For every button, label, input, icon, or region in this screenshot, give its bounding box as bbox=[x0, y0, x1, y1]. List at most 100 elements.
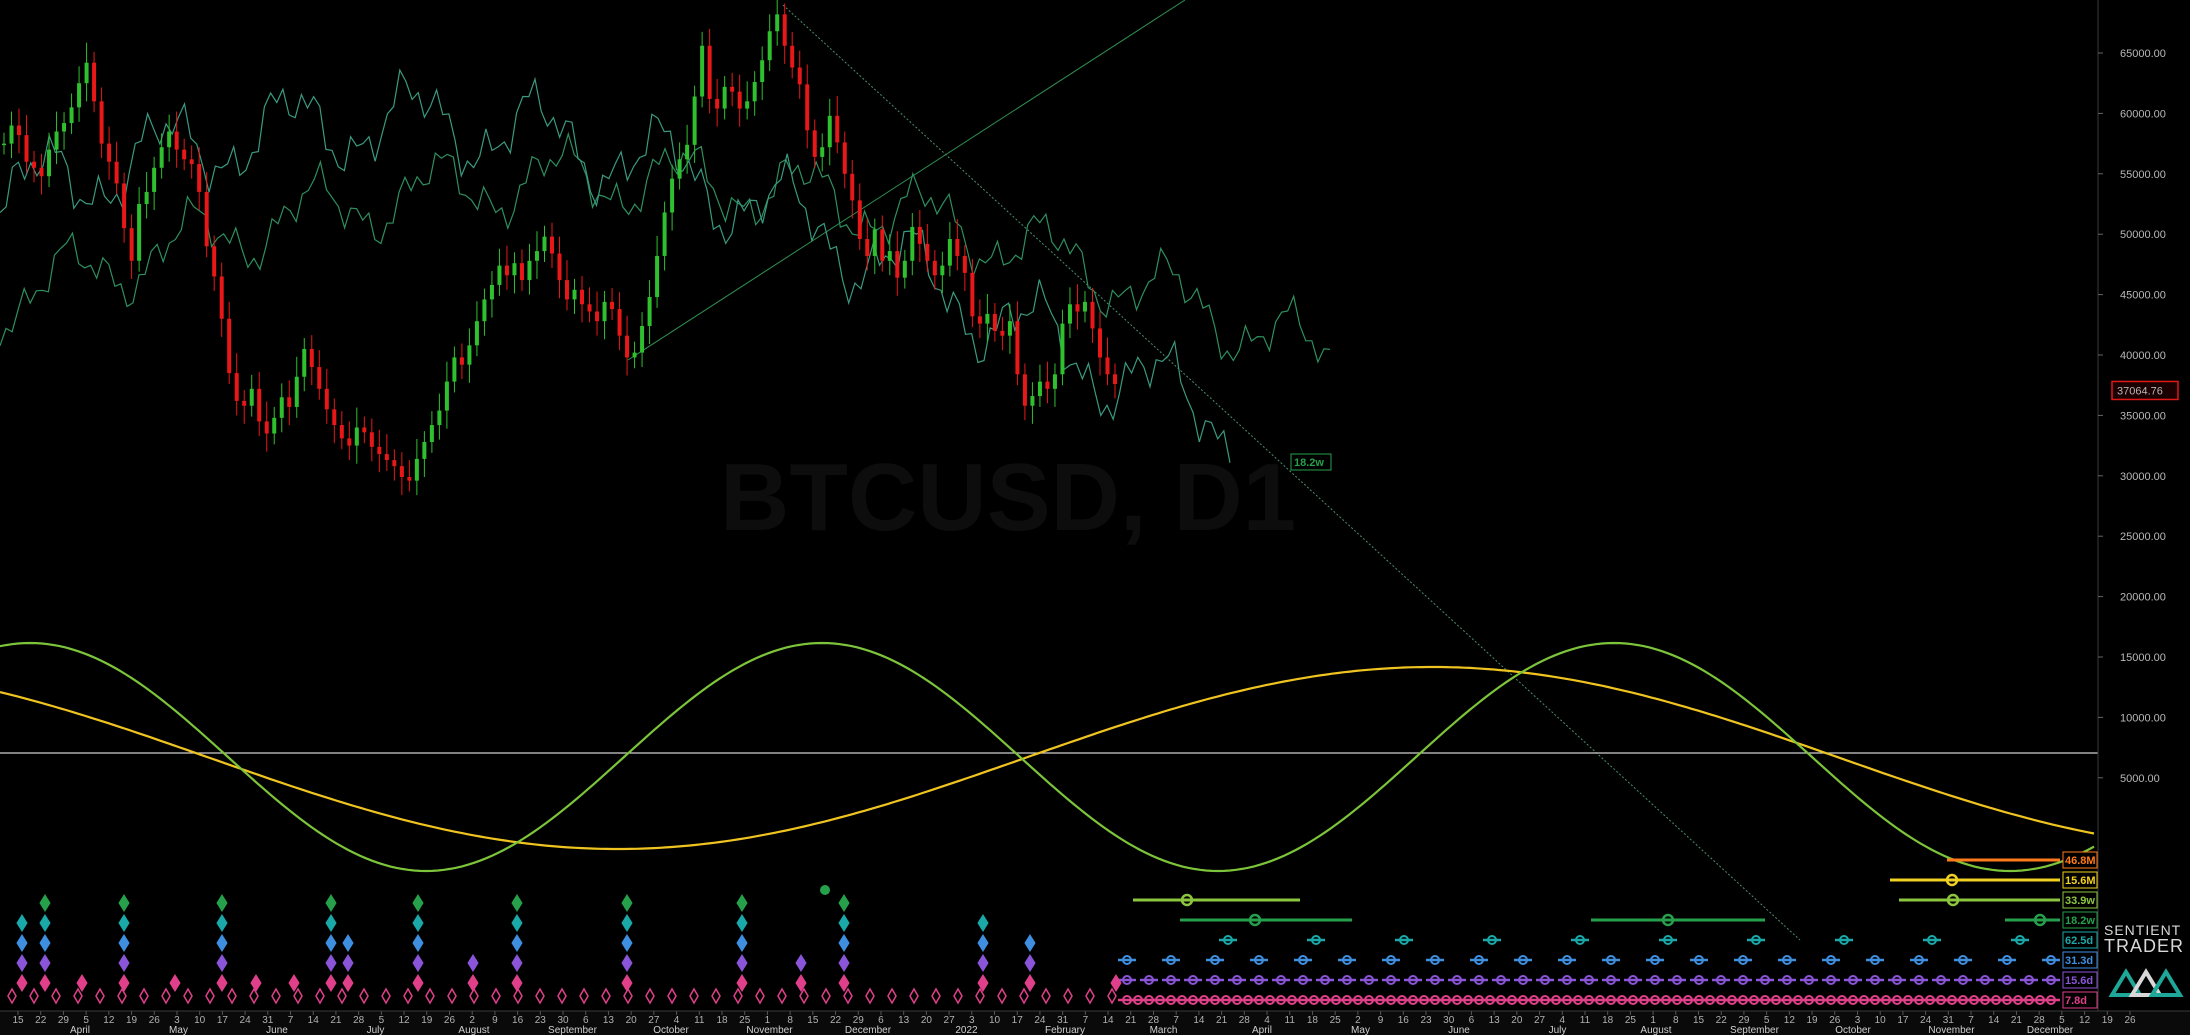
projection-dot bbox=[1694, 975, 1704, 985]
history-diamond-stack bbox=[412, 974, 424, 992]
date-tick-label: 16 bbox=[512, 1015, 524, 1026]
candle-body bbox=[107, 143, 112, 162]
candle-body bbox=[887, 251, 892, 261]
date-tick-label: 13 bbox=[898, 1015, 910, 1026]
candle-body bbox=[339, 425, 344, 439]
history-diamond bbox=[821, 987, 831, 1005]
candle-body bbox=[129, 228, 134, 261]
history-diamond bbox=[733, 987, 743, 1005]
date-tick-label: 11 bbox=[1580, 1015, 1591, 1026]
candle-body bbox=[940, 265, 945, 276]
candle-body bbox=[32, 161, 37, 168]
candle-body bbox=[610, 301, 615, 310]
candle-body bbox=[257, 388, 262, 422]
date-tick-label: 13 bbox=[1489, 1015, 1501, 1026]
candle-body bbox=[77, 83, 82, 108]
candle-body bbox=[62, 123, 67, 132]
history-diamond bbox=[7, 987, 17, 1005]
projection-dot bbox=[1210, 955, 1220, 965]
projection-dot bbox=[1298, 955, 1308, 965]
history-diamond-stack bbox=[118, 914, 130, 932]
projection-dot bbox=[1760, 975, 1770, 985]
candle-body bbox=[670, 178, 675, 213]
date-tick-label: 11 bbox=[694, 1015, 705, 1026]
projection-marker bbox=[1248, 913, 1262, 927]
projection-dot bbox=[1298, 975, 1308, 985]
projection-marker bbox=[1945, 873, 1959, 887]
candle-body bbox=[1060, 323, 1065, 375]
history-diamond-stack bbox=[838, 954, 850, 972]
history-diamond bbox=[579, 987, 589, 1005]
candle-body bbox=[632, 352, 637, 358]
history-diamond bbox=[1019, 987, 1029, 1005]
candle-body bbox=[775, 14, 780, 32]
candle-body bbox=[917, 226, 922, 244]
projection-dot bbox=[1927, 935, 1937, 945]
history-diamond-stack bbox=[216, 974, 228, 992]
projection-dot bbox=[1606, 975, 1616, 985]
candle-body bbox=[287, 397, 292, 407]
history-diamond bbox=[953, 987, 963, 1005]
history-diamond-stack bbox=[511, 934, 523, 952]
candle-body bbox=[444, 381, 449, 411]
history-diamond-stack bbox=[977, 934, 989, 952]
history-diamond-stack bbox=[1024, 934, 1036, 952]
projection-dot bbox=[1694, 955, 1704, 965]
candle-body bbox=[857, 200, 862, 240]
projection-dot bbox=[1826, 955, 1836, 965]
candle-body bbox=[272, 417, 277, 434]
price-tick-label: 65000.00 bbox=[2120, 48, 2166, 60]
projection-dot bbox=[1782, 975, 1792, 985]
month-label: November bbox=[1928, 1025, 1975, 1035]
candle-body bbox=[279, 397, 284, 418]
month-label: October bbox=[653, 1025, 689, 1035]
candle-body bbox=[414, 458, 419, 481]
cycle-badge-label: 31.3d bbox=[2065, 955, 2093, 967]
cycle-badge-box bbox=[2062, 991, 2098, 1009]
history-diamond-stack bbox=[621, 894, 633, 912]
cycle-wave-33.9w bbox=[0, 641, 2095, 873]
candle-body bbox=[504, 265, 509, 276]
history-diamond bbox=[1085, 987, 1095, 1005]
projection-dot bbox=[1166, 955, 1176, 965]
cycle-badge-box bbox=[2062, 851, 2098, 869]
date-tick-label: 27 bbox=[1534, 1015, 1546, 1026]
projection-dot bbox=[1870, 975, 1880, 985]
candle-body bbox=[692, 96, 697, 145]
date-tick-label: 5 bbox=[2059, 1015, 2065, 1026]
date-tick-label: 13 bbox=[603, 1015, 615, 1026]
history-diamond bbox=[447, 987, 457, 1005]
history-diamond-stack bbox=[39, 954, 51, 972]
projection-dot bbox=[1650, 975, 1660, 985]
date-tick-label: 26 bbox=[444, 1015, 456, 1026]
price-axis: 65000.00 60000.00 55000.00 50000.00 45000.00… bbox=[2097, 0, 2179, 1012]
history-diamond bbox=[29, 987, 39, 1005]
history-diamond-stack bbox=[621, 914, 633, 932]
history-diamond-stack bbox=[795, 974, 807, 992]
history-diamond-stack bbox=[118, 934, 130, 952]
projection-dot bbox=[1342, 955, 1352, 965]
candle-body bbox=[985, 313, 990, 324]
date-tick-label: 30 bbox=[1443, 1015, 1455, 1026]
date-tick-label: 18 bbox=[1307, 1015, 1319, 1026]
date-tick-label: 26 bbox=[2124, 1015, 2136, 1026]
history-diamond bbox=[557, 987, 567, 1005]
history-diamond-stack bbox=[1110, 974, 1122, 992]
candle-body bbox=[1052, 374, 1057, 389]
cycle-badge-box bbox=[2062, 891, 2098, 909]
projection-dot bbox=[1386, 975, 1396, 985]
history-diamond-stack bbox=[736, 934, 748, 952]
candle-body bbox=[595, 311, 600, 322]
date-tick-label: 1 bbox=[1650, 1015, 1656, 1026]
history-diamond-stack bbox=[16, 974, 28, 992]
history-diamond-stack bbox=[838, 894, 850, 912]
history-diamond-stack bbox=[16, 934, 28, 952]
candle-body bbox=[204, 191, 209, 247]
date-tick-label: 28 bbox=[1239, 1015, 1251, 1026]
projection-dot bbox=[1738, 975, 1748, 985]
history-diamond-stack bbox=[621, 954, 633, 972]
history-diamond-stack bbox=[838, 934, 850, 952]
history-diamond bbox=[755, 987, 765, 1005]
candle-body bbox=[835, 115, 840, 143]
